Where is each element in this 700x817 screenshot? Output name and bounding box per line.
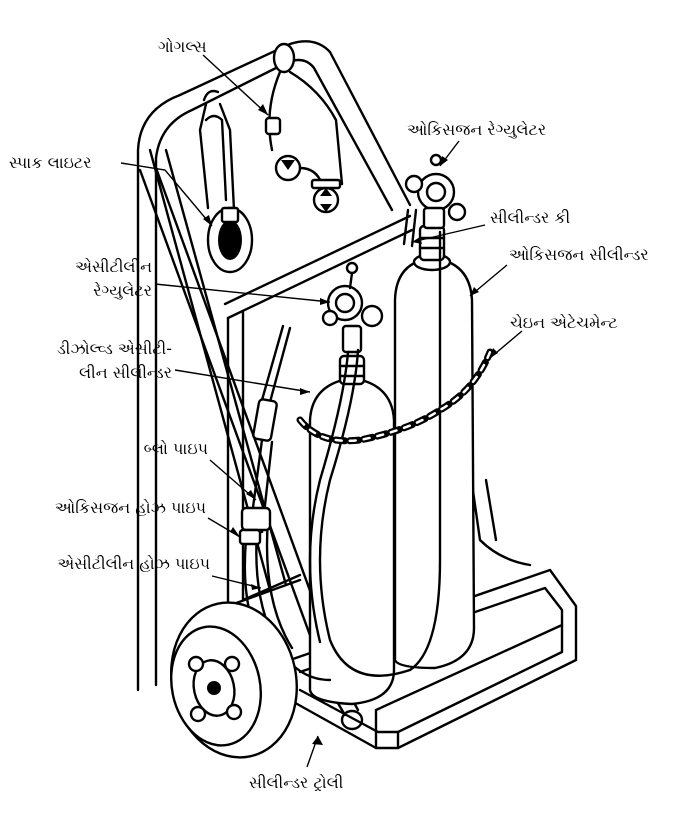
label-trolley: સીલીન્ડર ટ્રોલી xyxy=(249,773,344,792)
label-dissolved-acetylene-line1: ડીઝોલ્વ્ડ એસીટી- xyxy=(56,339,172,358)
goggles-shape xyxy=(264,42,344,214)
leader-lines xyxy=(120,54,523,768)
label-acetylene-regulator-line1: એસીટીલીન xyxy=(75,257,152,276)
label-cylinder-key: સીલીન્ડર કી xyxy=(490,208,571,227)
spark-lighter-shape xyxy=(198,89,254,274)
label-dissolved-acetylene-line2: લીન સીલીન્ડર xyxy=(79,363,172,382)
label-goggles: ગોગલ્સ xyxy=(158,37,207,56)
label-spark-lighter: સ્પાક લાઇટર xyxy=(9,153,92,172)
label-acetylene-regulator-line2: રેગ્યુલેટર xyxy=(93,281,152,300)
leader-arrowheads xyxy=(203,104,498,745)
trolley-base xyxy=(288,468,578,750)
trolley-wheel xyxy=(169,601,298,759)
label-chain-attachment: ચેઇન એટેચમેન્ટ xyxy=(510,313,618,332)
chain-shape xyxy=(296,348,494,445)
label-oxygen-regulator: ઓકિસજન રેગ્યુલેટર xyxy=(407,120,547,139)
label-acetylene-hose: એસીટીલીન હોઝ પાઇપ xyxy=(57,554,210,573)
label-blow-pipe: બ્લો પાઇપ xyxy=(143,439,208,458)
blow-pipe-shape xyxy=(238,324,292,546)
oxygen-cylinder-shape xyxy=(393,224,476,670)
cylinder-key-shape xyxy=(402,208,418,248)
label-oxygen-cylinder: ઓકિસજન સીલીન્ડર xyxy=(509,245,649,264)
acetylene-regulator-shape xyxy=(321,261,384,354)
oxygen-regulator-shape xyxy=(404,153,467,230)
label-oxygen-hose: ઓકિસજન હોઝ પાઇપ xyxy=(54,498,206,517)
